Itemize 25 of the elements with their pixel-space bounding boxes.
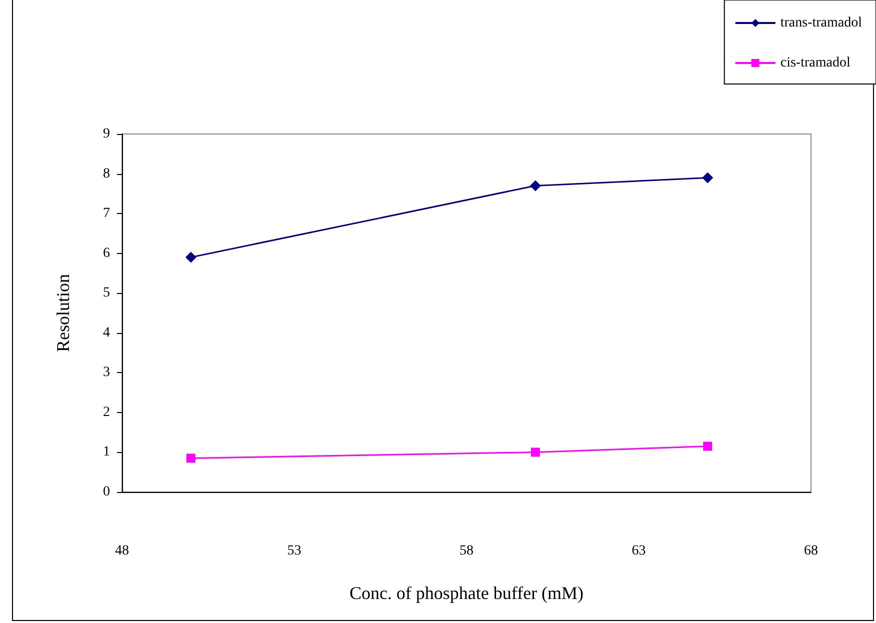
x-tick-label: 53 bbox=[287, 544, 302, 558]
x-tick-label: 63 bbox=[632, 544, 646, 558]
x-tick-label: 48 bbox=[115, 544, 129, 558]
x-axis-title: Conc. of phosphate buffer (mM) bbox=[349, 583, 584, 603]
y-tick-label: 0 bbox=[103, 484, 110, 500]
point bbox=[530, 180, 541, 192]
point bbox=[186, 454, 196, 463]
x-tick-label: 68 bbox=[804, 544, 818, 558]
legend-label: cis-tramadol bbox=[780, 56, 850, 70]
y-tick-label: 6 bbox=[103, 246, 110, 261]
y-tick-label: 5 bbox=[103, 286, 110, 301]
y-tick-label: 7 bbox=[103, 206, 110, 222]
point bbox=[702, 172, 714, 184]
y-tick-label: 3 bbox=[103, 365, 110, 380]
y-tick-label: 8 bbox=[103, 166, 110, 182]
point bbox=[530, 448, 540, 457]
y-tick-label: 4 bbox=[103, 325, 110, 340]
point bbox=[703, 442, 712, 451]
y-tick-label: 9 bbox=[103, 126, 110, 142]
legend-label: trans-tramadol bbox=[780, 16, 862, 30]
x-tick-label: 58 bbox=[460, 544, 474, 558]
y-tick-label: 1 bbox=[103, 444, 110, 460]
y-tick-label: 2 bbox=[103, 404, 110, 420]
point bbox=[185, 252, 196, 263]
y-axis-title: Resolution bbox=[53, 274, 73, 352]
